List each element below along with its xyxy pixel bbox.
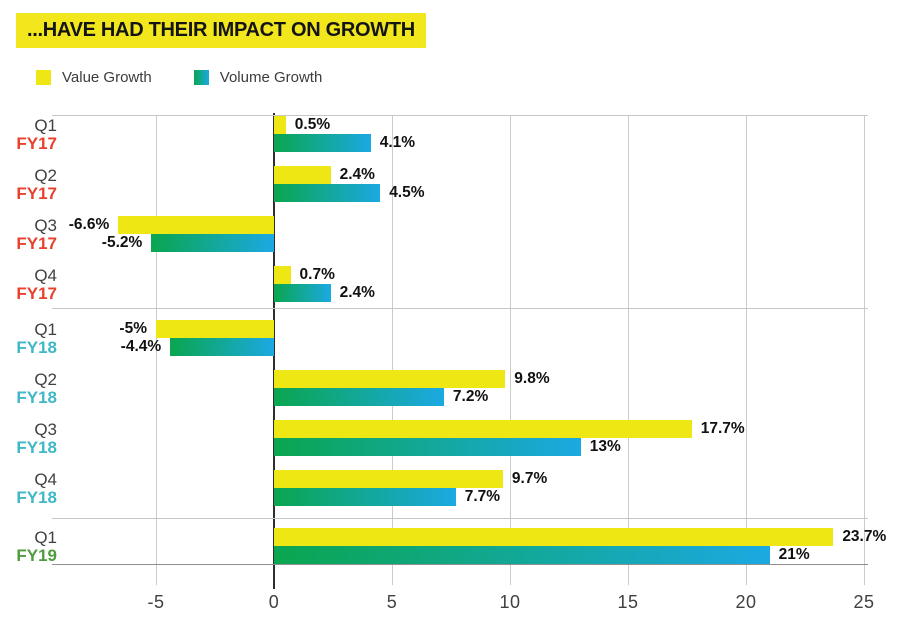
- quarter-label: Q4: [34, 266, 57, 285]
- x-tick-label: 25: [853, 592, 875, 612]
- fiscal-year-label: FY18: [16, 338, 57, 357]
- value-growth-label: 9.7%: [511, 470, 548, 487]
- group-separator: [52, 518, 868, 519]
- fiscal-year-label: FY17: [16, 184, 57, 203]
- volume-growth-label: 7.2%: [452, 388, 489, 405]
- x-tick-label: 10: [499, 592, 521, 612]
- fiscal-year-label: FY17: [16, 134, 57, 153]
- bar-value-growth: [118, 216, 274, 234]
- value-growth-label: -6.6%: [68, 216, 110, 233]
- bar-value-growth: [156, 320, 274, 338]
- bar-value-growth: [274, 116, 286, 134]
- value-growth-swatch: [36, 70, 51, 85]
- fiscal-year-label: FY17: [16, 284, 57, 303]
- legend-item-value-growth: Value Growth: [36, 69, 152, 86]
- value-growth-label: 23.7%: [842, 528, 887, 545]
- fiscal-year-label: FY18: [16, 388, 57, 407]
- bar-volume-growth: [274, 184, 381, 202]
- bar-volume-growth: [274, 388, 444, 406]
- gridline: [864, 115, 865, 585]
- value-growth-label: 2.4%: [339, 166, 375, 183]
- volume-growth-label: 4.1%: [379, 134, 416, 151]
- gridline: [510, 115, 511, 585]
- gridline: [392, 115, 393, 585]
- volume-growth-label: 4.5%: [389, 184, 425, 201]
- legend-item-volume-growth: Volume Growth: [193, 69, 323, 86]
- value-growth-label: 17.7%: [700, 420, 745, 437]
- x-tick-label: -5: [147, 592, 165, 612]
- group-separator: [52, 308, 868, 309]
- value-growth-label: 0.7%: [299, 266, 335, 283]
- x-tick-label: 20: [735, 592, 757, 612]
- zero-axis: [273, 113, 275, 589]
- volume-growth-swatch: [193, 70, 209, 85]
- bar-volume-growth: [151, 234, 274, 252]
- fiscal-year-label: FY18: [16, 488, 57, 507]
- x-tick-label: 5: [386, 592, 398, 612]
- fiscal-year-label: FY17: [16, 234, 57, 253]
- gridline: [156, 115, 157, 585]
- quarter-label: Q1: [34, 320, 57, 339]
- quarter-label: Q1: [34, 528, 57, 547]
- bar-value-growth: [274, 420, 692, 438]
- quarter-label: Q2: [34, 370, 57, 389]
- volume-growth-label: 13%: [589, 438, 621, 455]
- quarter-label: Q3: [34, 420, 57, 439]
- legend-label-value-growth: Value Growth: [62, 69, 152, 86]
- gridline: [628, 115, 629, 585]
- chart-title: ...HAVE HAD THEIR IMPACT ON GROWTH: [16, 13, 426, 48]
- quarter-label: Q3: [34, 216, 57, 235]
- volume-growth-label: 2.4%: [339, 284, 375, 301]
- volume-growth-label: 7.7%: [464, 488, 501, 505]
- gridline: [746, 115, 747, 585]
- fiscal-year-label: FY18: [16, 438, 57, 457]
- fiscal-year-label: FY19: [16, 546, 57, 565]
- bar-volume-growth: [274, 546, 770, 564]
- group-separator: [52, 115, 868, 116]
- volume-growth-label: -4.4%: [120, 338, 162, 355]
- value-growth-label: 0.5%: [294, 116, 331, 133]
- bar-value-growth: [274, 528, 834, 546]
- quarter-label: Q4: [34, 470, 57, 489]
- volume-growth-label: 21%: [778, 546, 810, 563]
- bar-value-growth: [274, 470, 503, 488]
- x-tick-label: 15: [617, 592, 639, 612]
- bar-value-growth: [274, 166, 331, 184]
- bar-volume-growth: [274, 284, 331, 302]
- bar-volume-growth: [170, 338, 274, 356]
- quarter-label: Q1: [34, 116, 57, 135]
- volume-growth-label: -5.2%: [101, 234, 143, 251]
- x-tick-label: 0: [268, 592, 280, 612]
- legend: Value Growth Volume Growth: [36, 69, 322, 86]
- quarter-label: Q2: [34, 166, 57, 185]
- bar-value-growth: [274, 370, 506, 388]
- bar-volume-growth: [274, 488, 456, 506]
- value-growth-label: 9.8%: [514, 370, 550, 387]
- legend-label-volume-growth: Volume Growth: [219, 69, 323, 86]
- bar-value-growth: [274, 266, 291, 284]
- bar-volume-growth: [274, 438, 581, 456]
- baseline: [52, 564, 868, 565]
- bar-volume-growth: [274, 134, 371, 152]
- value-growth-label: -5%: [119, 320, 147, 337]
